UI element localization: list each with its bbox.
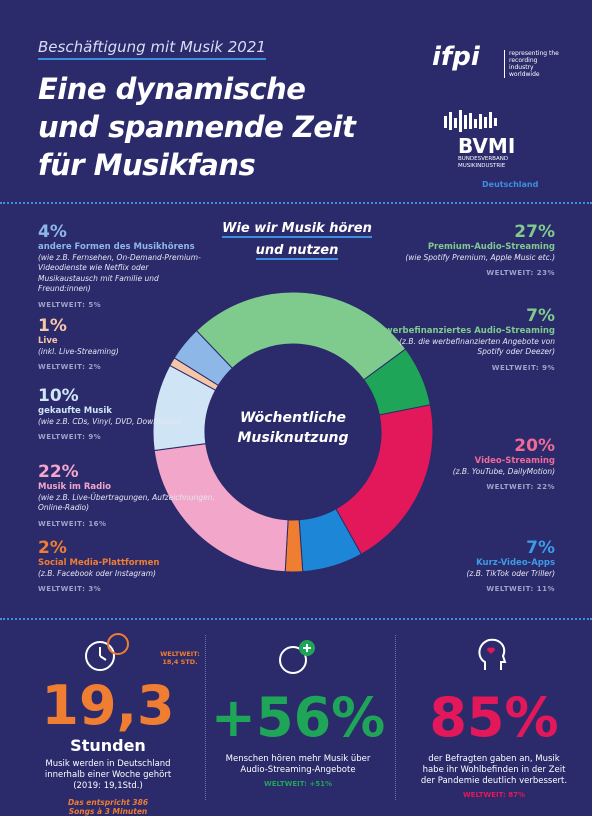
country: Deutschland: [482, 180, 539, 189]
segment-global: WELTWEIT: 23%: [486, 269, 555, 277]
bvmi-sub: BUNDESVERBAND MUSIKINDUSTRIE: [458, 156, 509, 169]
segment-global: WELTWEIT: 3%: [38, 585, 102, 593]
stat-global: WELTWEIT: 87%: [462, 791, 526, 799]
chart-title-text: Wie wir Musik hören und nutzen: [222, 221, 372, 260]
segment-value-label: 27%: [514, 222, 555, 242]
separator: [0, 202, 592, 204]
segment-name: gekaufte Musik: [38, 406, 112, 416]
stat-text: Menschen hören mehr Musik über Audio-Str…: [225, 754, 371, 775]
stat-figure: 85%: [429, 686, 559, 749]
stat-panel: WELTWEIT: 18,4 STD. 19,3 Stunden Musik w…: [10, 630, 206, 816]
center-label-line: Wöchentliche: [240, 410, 346, 426]
segment-value-label: 22%: [38, 462, 79, 482]
ifpi-name: ifpi: [432, 42, 480, 72]
bvmi-icon: [444, 110, 497, 132]
segment-value-label: 7%: [526, 306, 555, 326]
bvmi-name: BVMI: [458, 134, 516, 158]
segment-detail: (wie z.B. Fernsehen, On-Demand-Premium-V…: [38, 252, 201, 294]
segment-label: 27% Premium-Audio-Streaming (wie Spotify P…: [375, 222, 555, 279]
segment-label: 22% Musik im Radio (wie z.B. Live-Übertrag…: [38, 462, 218, 529]
stat-figure: 19,3: [41, 674, 175, 737]
segment-name: werbefinanziertes Audio-Streaming: [384, 326, 555, 336]
segment-detail: (inkl. Live-Streaming): [38, 346, 119, 356]
stat-figure: +56%: [210, 686, 386, 749]
segment-name: Kurz-Video-Apps: [476, 558, 555, 568]
divider: [395, 635, 396, 800]
segment-name: Live: [38, 336, 58, 346]
segment-global: WELTWEIT: 16%: [38, 519, 107, 528]
center-label: Wöchentliche Musiknutzung: [237, 410, 348, 446]
segment-value-label: 4%: [38, 222, 67, 242]
clock-plus-icon: [279, 640, 315, 674]
main-title: Eine dynamische und spannende Zeit für M…: [38, 70, 356, 184]
title-line: für Musikfans: [38, 148, 256, 182]
segment-global: WELTWEIT: 5%: [38, 300, 102, 309]
segment-detail: (z.B. die werbefinanzierten Angebote von…: [399, 336, 555, 357]
segment-name: Social Media-Plattformen: [38, 558, 160, 568]
segment-value-label: 7%: [526, 538, 555, 558]
separator: [0, 618, 592, 620]
segment-name: Video-Streaming: [474, 456, 555, 466]
chart-title: Wie wir Musik hören und nutzen: [222, 218, 372, 262]
segment-detail: (wie Spotify Premium, Apple Music etc.): [405, 252, 555, 262]
segment-label: 20% Video-Streaming (z.B. YouTube, DailyMo…: [375, 436, 555, 493]
title-line: Eine dynamische: [38, 72, 306, 106]
donut-chart: Wöchentliche Musiknutzung: [152, 291, 434, 573]
segment-detail: (wie z.B. CDs, Vinyl, DVD, Downloads): [38, 416, 181, 426]
title-line: und spannende Zeit: [38, 110, 356, 144]
segment-label: 10% gekaufte Musik (wie z.B. CDs, Vinyl, D…: [38, 386, 218, 443]
stat-unit: Stunden: [70, 736, 146, 755]
segment-global: WELTWEIT: 11%: [486, 585, 555, 593]
segment-detail: (wie z.B. Live-Übertragungen, Aufzeichnu…: [38, 492, 215, 513]
segment-detail: (z.B. TikTok oder Triller): [466, 568, 555, 578]
segment-label: 1% Live (inkl. Live-Streaming) WELTWEIT: 2%: [38, 316, 218, 373]
stat-global: WELTWEIT: +51%: [264, 780, 332, 788]
segment-label: 7% werbefinanziertes Audio-Streaming (z.B.…: [375, 306, 555, 373]
divider: [205, 635, 206, 800]
segment-value-label: 2%: [38, 538, 67, 558]
segment-name: Musik im Radio: [38, 482, 111, 492]
segment-name: andere Formen des Musikhörens: [38, 242, 195, 252]
segment-global: WELTWEIT: 9%: [491, 363, 555, 372]
segment-detail: (z.B. YouTube, DailyMotion): [452, 466, 555, 476]
stat-note: Das entspricht 386 Songs à 3 Minuten: [67, 798, 149, 816]
segment-global: WELTWEIT: 22%: [486, 483, 555, 491]
segment-name: Premium-Audio-Streaming: [427, 242, 555, 252]
segment-value-label: 10%: [38, 386, 79, 406]
segment-label: 4% andere Formen des Musikhörens (wie z.B.…: [38, 222, 208, 310]
donut-segment: [173, 329, 234, 387]
ifpi-tagline: representing the recording industry worl…: [504, 50, 562, 78]
stat-panel: 85% der Befragten gaben an, Musik habe i…: [396, 630, 592, 808]
donut-segment: [195, 291, 407, 381]
center-label-line: Musiknutzung: [237, 430, 348, 446]
head-icon: [478, 638, 507, 670]
clock-icon: [85, 633, 129, 671]
segment-detail: (z.B. Facebook oder Instagram): [38, 568, 156, 578]
segment-global: WELTWEIT: 9%: [38, 433, 102, 441]
stat-panel: +56% Menschen hören mehr Musik über Audi…: [200, 630, 396, 808]
kicker: Beschäftigung mit Musik 2021: [38, 38, 266, 60]
stat-text: Musik werden in Deutschland innerhalb ei…: [44, 759, 172, 791]
segment-label: 7% Kurz-Video-Apps (z.B. TikTok oder Trill…: [375, 538, 555, 595]
ifpi-logo: ifpi representing the recording industry…: [432, 42, 562, 78]
segment-global: WELTWEIT: 2%: [38, 363, 102, 371]
segment-label: 2% Social Media-Plattformen (z.B. Facebook…: [38, 538, 218, 595]
bvmi-logo: BVMI BUNDESVERBAND MUSIKINDUSTRIE Deutsc…: [444, 110, 554, 189]
segment-value-label: 20%: [514, 436, 555, 456]
stat-text: der Befragten gaben an, Musik habe ihr W…: [420, 754, 568, 786]
segment-value-label: 1%: [38, 316, 67, 336]
stat-global: WELTWEIT: 18,4 STD.: [160, 650, 200, 666]
